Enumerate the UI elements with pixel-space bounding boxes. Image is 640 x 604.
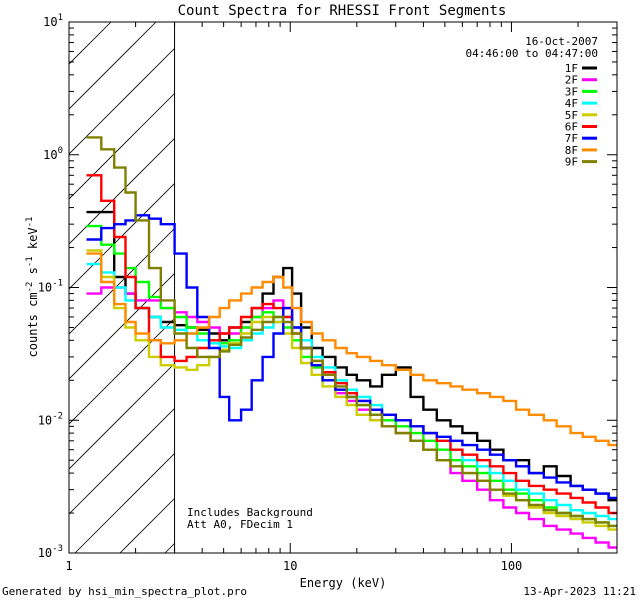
y-label-mid: s	[26, 267, 40, 281]
x-tick-label: 100	[501, 559, 523, 573]
time-range-label: 04:46:00 to 04:47:00	[466, 47, 598, 60]
y-tick-label: 10-2	[38, 411, 63, 427]
hatch-mask	[174, 22, 617, 553]
y-axis-label: counts cm-2 s-1 keV-1	[25, 217, 40, 358]
y-label-exp-1: -2	[25, 282, 35, 293]
series-8f	[86, 252, 617, 447]
legend-label-1f: 1F	[565, 62, 578, 75]
y-label-base: counts cm	[26, 292, 40, 357]
series-layer	[86, 136, 617, 549]
footer-generator: Generated by hsi_min_spectra_plot.pro	[2, 585, 247, 598]
legend-label-5f: 5F	[565, 109, 578, 122]
legend-label-4f: 4F	[565, 97, 578, 110]
y-label-mid-2: keV	[26, 227, 40, 256]
y-tick-label: 100	[43, 146, 63, 162]
hatch-line	[69, 22, 202, 155]
legend-label-7f: 7F	[565, 132, 578, 145]
y-tick-label: 10-3	[38, 544, 63, 560]
chart-title: Count Spectra for RHESSI Front Segments	[178, 3, 507, 19]
series-9f	[86, 136, 617, 528]
background-note: Includes Background	[187, 506, 313, 519]
date-label: 16-Oct-2007	[525, 35, 598, 48]
attenuator-note: Att A0, FDecim 1	[187, 518, 293, 531]
legend-label-9f: 9F	[565, 156, 578, 169]
legend-label-8f: 8F	[565, 144, 578, 157]
footer-timestamp: 13-Apr-2023 11:21	[523, 585, 636, 598]
legend-label-3f: 3F	[565, 85, 578, 98]
y-tick-label: 10-1	[38, 279, 63, 295]
hatch-line	[614, 550, 617, 553]
y-label-exp-2: -1	[25, 256, 35, 267]
y-tick-label: 101	[43, 13, 63, 29]
x-tick-labels: 1 10 100	[65, 559, 522, 573]
x-axis-label: Energy (keV)	[300, 576, 387, 590]
legend-label-6f: 6F	[565, 121, 578, 134]
hatch-line	[0, 22, 21, 553]
axis-ticks	[68, 22, 618, 554]
background-shaded-region	[0, 22, 617, 553]
svg-text:counts cm-2 s-1 keV-1: counts cm-2 s-1 keV-1	[25, 217, 40, 358]
hatch-line	[69, 22, 247, 200]
x-tick-label: 1	[65, 559, 72, 573]
legend-label-2f: 2F	[565, 74, 578, 87]
y-label-exp-3: -1	[25, 217, 35, 228]
y-tick-labels: 10-3 10-2 10-1 100 101	[38, 13, 63, 560]
x-tick-label: 10	[283, 559, 297, 573]
